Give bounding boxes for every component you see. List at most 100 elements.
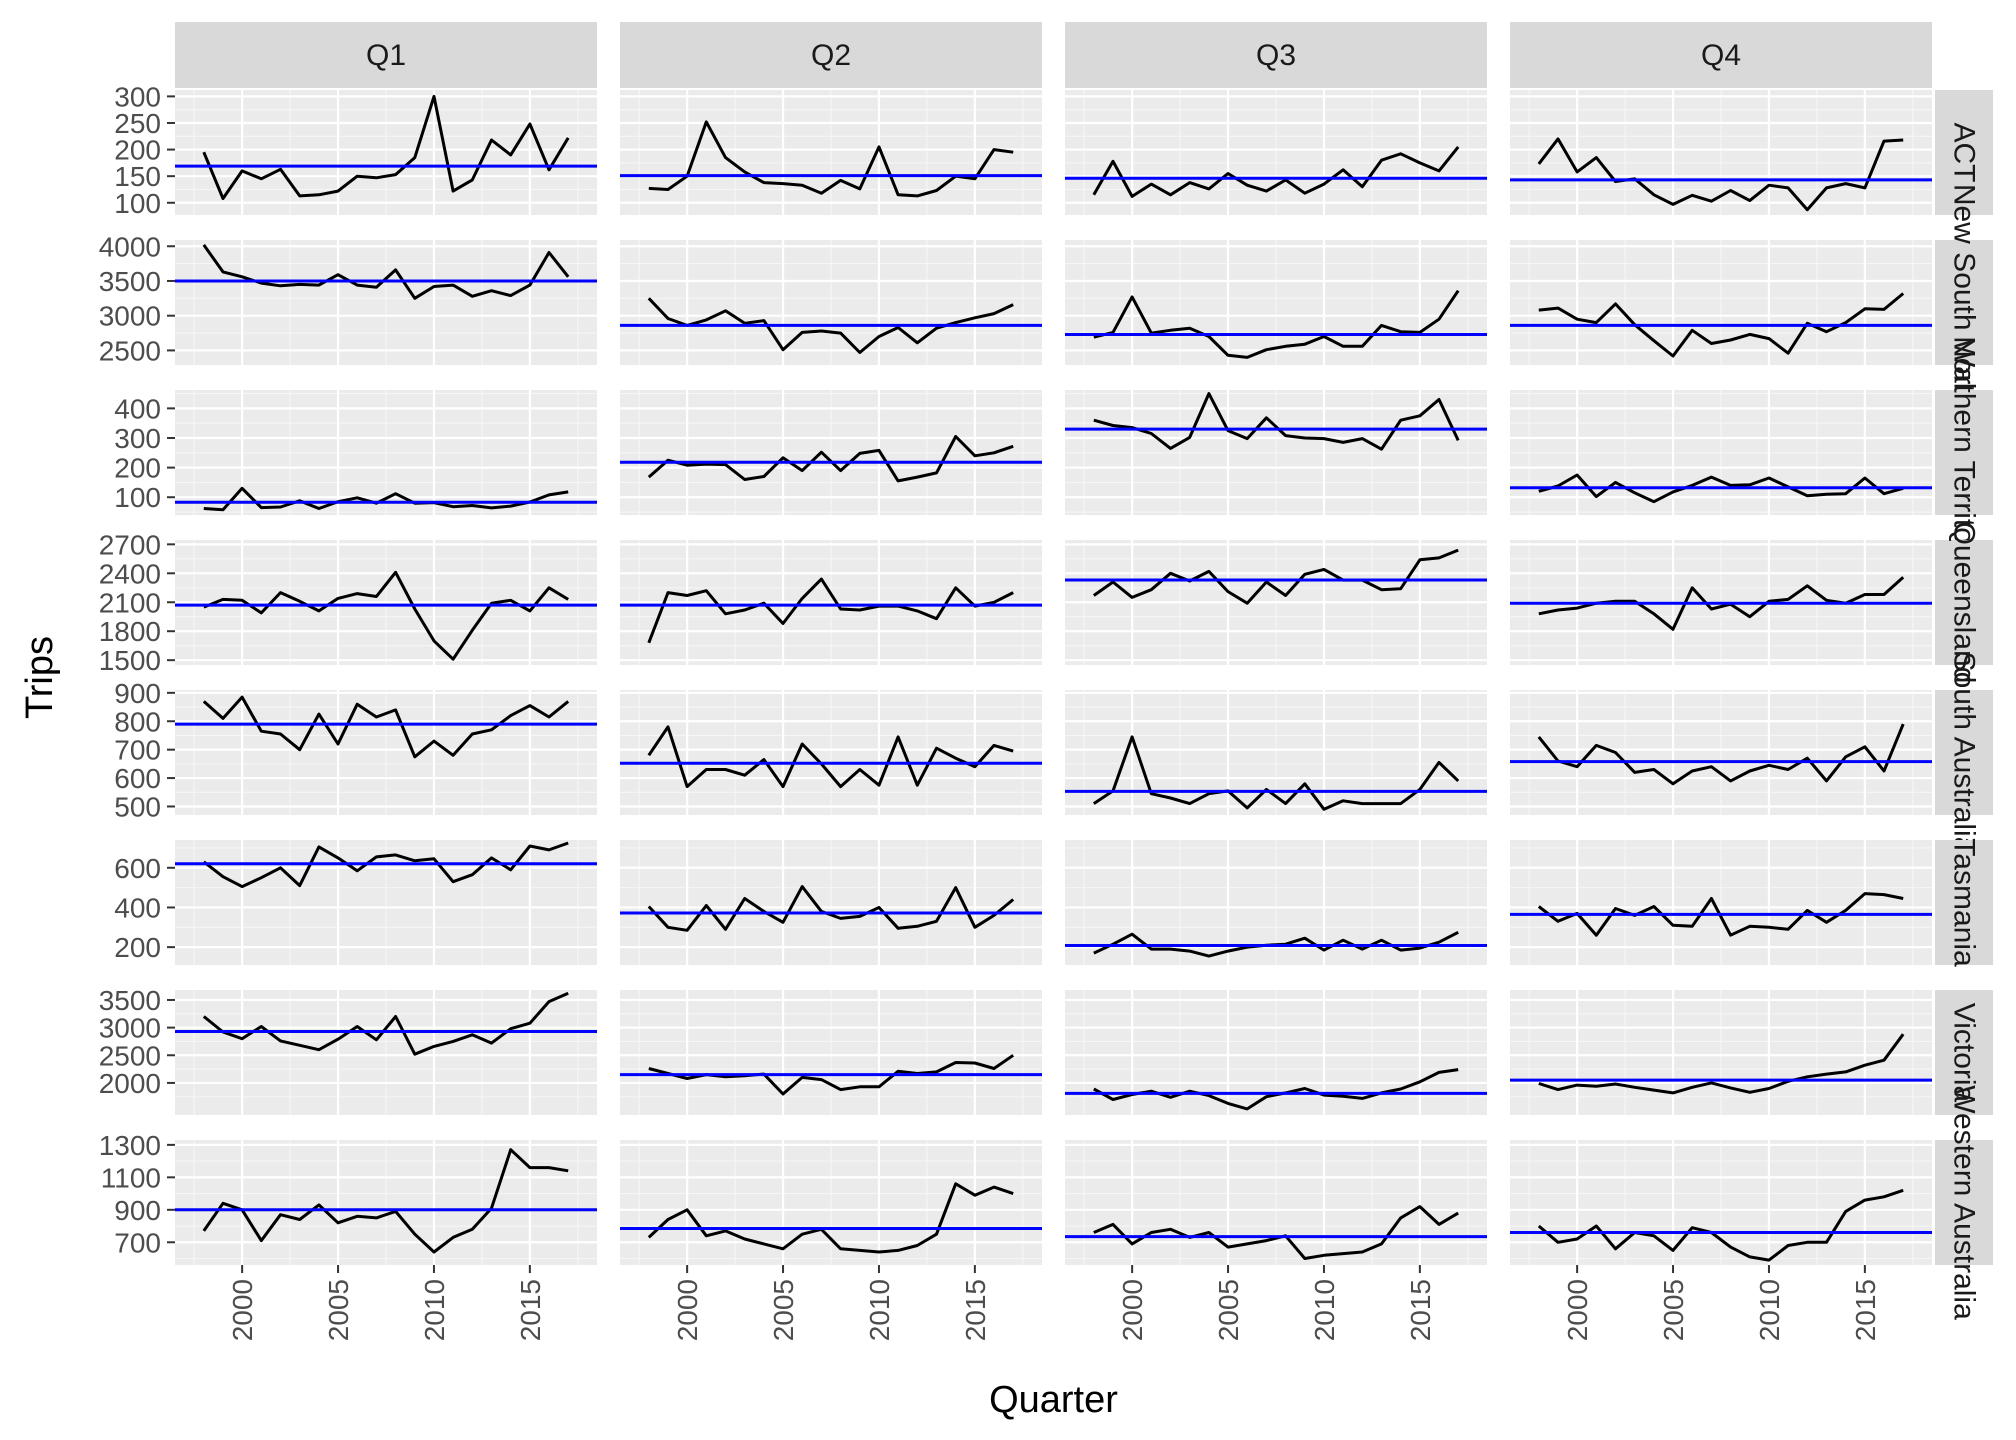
strip-western-australia (1935, 1140, 1993, 1265)
y-tick-label: 400 (114, 892, 161, 923)
strip-tasmania (1935, 840, 1993, 965)
series-line (1537, 892, 1904, 937)
strip-label-northern-territory: Northern Territory (1948, 336, 1981, 569)
panel-western-australia-q4 (1510, 1140, 1932, 1265)
x-tick-label: 2015 (515, 1279, 546, 1341)
y-tick-label: 1100 (101, 1162, 161, 1193)
panel-south-australia-q3 (1065, 690, 1487, 815)
y-tick-label: 2500 (99, 1040, 161, 1071)
strip-label-western-australia: Western Australia (1948, 1085, 1981, 1320)
y-tick-label: 1300 (99, 1130, 161, 1161)
y-tick-label: 3000 (99, 301, 161, 332)
y-tick-label: 100 (114, 188, 161, 219)
x-tick-label: 2000 (227, 1279, 258, 1341)
series-line (647, 885, 1015, 932)
y-tick-label: 150 (114, 161, 161, 192)
series-line (1538, 473, 1904, 504)
strip-act (1935, 90, 1993, 215)
series-line (647, 297, 1014, 354)
series-line (1093, 392, 1460, 451)
x-tick-label: 2015 (960, 1279, 991, 1341)
x-tick-label: 2010 (419, 1279, 450, 1341)
panel-new-south-wales-q2 (620, 240, 1042, 365)
strip-label-south-australia: South Australia (1948, 652, 1981, 854)
strip-label-q4: Q4 (1701, 39, 1741, 72)
y-tick-label: 600 (114, 763, 161, 794)
y-tick-label: 2400 (99, 558, 161, 589)
strip-label-victoria: Victoria (1948, 1003, 1981, 1103)
panel-tasmania-q2 (620, 840, 1042, 965)
x-tick-label: 2010 (864, 1279, 895, 1341)
strip-new-south-wales (1935, 240, 1993, 365)
panel-south-australia-q1 (175, 690, 597, 815)
y-tick-label: 100 (114, 482, 161, 513)
x-tick-label: 2000 (672, 1279, 703, 1341)
series-line (1092, 548, 1459, 605)
panel-tasmania-q3 (1065, 840, 1487, 965)
panel-new-south-wales-q4 (1510, 240, 1932, 365)
strip-label-queensland: Queensland (1948, 522, 1981, 684)
strip-queensland (1935, 540, 1993, 665)
strip-q2 (620, 22, 1042, 88)
y-tick-label: 2100 (99, 587, 161, 618)
series-line (647, 1182, 1014, 1254)
series-line (202, 841, 569, 889)
y-tick-label: 700 (114, 735, 161, 766)
panel-tasmania-q1 (175, 840, 597, 965)
x-tick-label: 2000 (1117, 1279, 1148, 1341)
panel-act-q1 (175, 90, 597, 215)
strip-label-tasmania: Tasmania (1948, 838, 1981, 967)
panel-western-australia-q3 (1065, 1140, 1487, 1265)
strip-label-q2: Q2 (811, 39, 851, 72)
strip-northern-territory (1935, 390, 1993, 515)
strip-south-australia (1935, 690, 1993, 815)
y-tick-label: 2000 (99, 1068, 161, 1099)
y-tick-label: 500 (114, 791, 161, 822)
y-tick-label: 2500 (99, 335, 161, 366)
y-tick-label: 3500 (99, 985, 161, 1016)
panel-new-south-wales-q1 (175, 240, 597, 365)
x-axis-title: Quarter (989, 1379, 1118, 1421)
panel-queensland-q4 (1510, 540, 1932, 665)
strip-q1 (175, 22, 597, 88)
strip-label-q1: Q1 (366, 39, 406, 72)
strip-label-act: ACT (1948, 123, 1981, 183)
y-tick-label: 800 (114, 706, 161, 737)
strip-victoria (1935, 990, 1993, 1115)
y-tick-label: 4000 (99, 231, 161, 262)
series-line (1092, 145, 1460, 198)
y-tick-label: 900 (114, 1195, 161, 1226)
panel-northern-territory-q2 (620, 390, 1042, 515)
x-tick-label: 2015 (1405, 1279, 1436, 1341)
series-line (203, 570, 569, 661)
y-tick-label: 3500 (99, 266, 161, 297)
panel-new-south-wales-q3 (1065, 240, 1487, 365)
y-tick-label: 1800 (99, 616, 161, 647)
y-tick-label: 200 (114, 453, 161, 484)
y-tick-label: 300 (114, 423, 161, 454)
panel-queensland-q3 (1065, 540, 1487, 665)
x-tick-label: 2005 (1213, 1279, 1244, 1341)
panel-northern-territory-q1 (175, 390, 597, 515)
x-tick-label: 2010 (1754, 1279, 1785, 1341)
panel-western-australia-q1 (175, 1140, 597, 1265)
panel-queensland-q2 (620, 540, 1042, 665)
strip-q4 (1510, 22, 1932, 88)
y-tick-label: 3000 (99, 1013, 161, 1044)
panel-south-australia-q2 (620, 690, 1042, 815)
y-tick-label: 200 (114, 135, 161, 166)
panel-victoria-q2 (620, 990, 1042, 1115)
y-tick-label: 700 (114, 1227, 161, 1258)
series-line (1537, 137, 1904, 212)
y-tick-label: 2700 (99, 529, 161, 560)
series-line (1538, 1033, 1905, 1095)
panel-victoria-q3 (1065, 990, 1487, 1115)
x-tick-label: 2000 (1562, 1279, 1593, 1341)
panel-act-q4 (1510, 90, 1932, 215)
y-tick-label: 900 (114, 678, 161, 709)
y-tick-label: 200 (114, 932, 161, 963)
panel-northern-territory-q3 (1065, 390, 1487, 515)
panel-western-australia-q2 (620, 1140, 1042, 1265)
